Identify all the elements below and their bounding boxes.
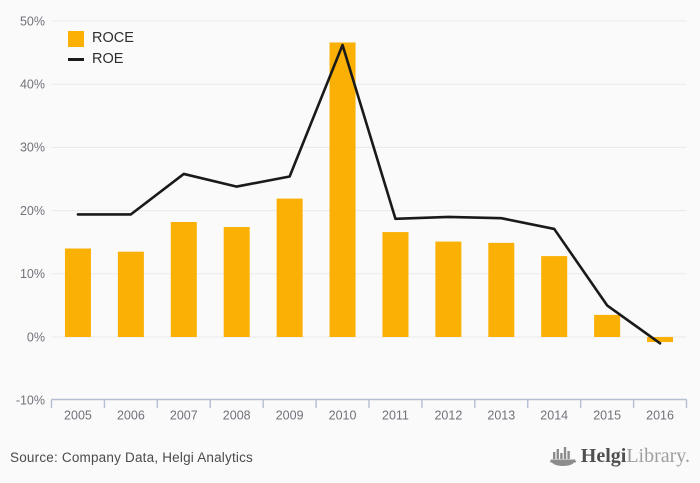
logo-text-helgi: Helgi	[580, 445, 627, 467]
bar-2014	[541, 256, 568, 337]
roce-roe-combo-chart: 50% 40% 30% 20% 10% 0% -10% 2005 2006 2007 2008 200…	[16, 14, 688, 423]
legend-label-roce: ROCE	[92, 30, 134, 47]
roe-line	[76, 43, 662, 345]
bar-2006	[117, 251, 144, 337]
bar-2015	[594, 314, 621, 337]
x-tick-label-2010: 2010	[329, 409, 357, 423]
y-tick-label: 0%	[27, 330, 45, 344]
bar-2011	[382, 232, 409, 337]
source-attribution: Source: Company Data, Helgi Analytics	[10, 450, 254, 465]
x-tick-label-2005: 2005	[64, 409, 92, 423]
x-tick-label-2015: 2015	[593, 409, 621, 423]
y-tick-label: 10%	[20, 267, 45, 281]
legend-label-roe: ROE	[92, 51, 124, 68]
bar-2013	[488, 242, 515, 337]
helgi-library-logo: HelgiLibrary.	[549, 443, 690, 469]
y-tick-label: 50%	[20, 14, 45, 28]
y-tick-label: 40%	[20, 78, 45, 92]
legend-item-roe: ROE	[68, 51, 134, 68]
x-tick-label-2009: 2009	[276, 409, 304, 423]
x-tick-label-2016: 2016	[646, 409, 674, 423]
x-tick-label-2011: 2011	[382, 409, 409, 423]
bar-2007	[170, 221, 197, 337]
x-tick-label-2007: 2007	[170, 409, 198, 423]
bar-2012	[435, 241, 462, 337]
roce-swatch-icon	[68, 30, 84, 47]
logo-text-library: Library.	[626, 445, 690, 467]
y-tick-label: 30%	[20, 141, 45, 155]
chart-legend: ROCE ROE	[68, 30, 134, 68]
bar-2010	[329, 42, 356, 337]
bar-2008	[223, 227, 250, 337]
y-tick-label: -10%	[16, 394, 45, 408]
bar-2005	[64, 248, 91, 337]
bar-2016	[647, 337, 674, 343]
x-tick-label-2014: 2014	[540, 409, 568, 423]
logo-wordmark: HelgiLibrary.	[581, 443, 690, 469]
x-tick-label-2006: 2006	[117, 409, 145, 423]
ship-icon	[549, 446, 576, 466]
roe-swatch-icon	[68, 58, 84, 61]
x-tick-label-2008: 2008	[223, 409, 251, 423]
legend-item-roce: ROCE	[68, 30, 134, 47]
x-tick-label-2013: 2013	[487, 409, 515, 423]
x-tick-label-2012: 2012	[434, 409, 462, 423]
y-tick-label: 20%	[20, 204, 45, 218]
bar-2009	[276, 198, 303, 337]
